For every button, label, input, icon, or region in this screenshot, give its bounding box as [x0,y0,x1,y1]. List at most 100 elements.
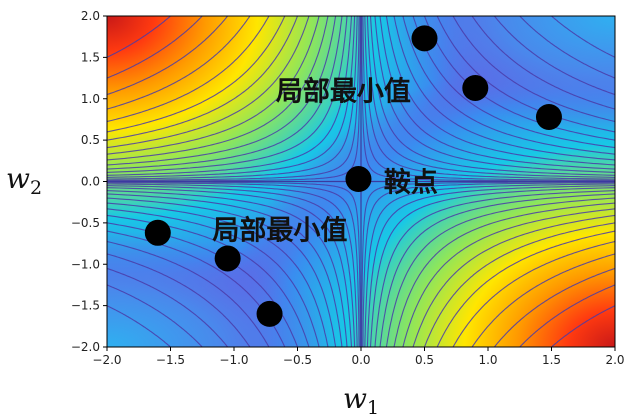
y-axis-label: w2 [6,162,42,199]
contour-lines [107,16,615,347]
contour-line [379,16,615,170]
contour-line [107,16,299,141]
contour-line [107,267,229,347]
y-tick-label: 0.5 [81,133,100,147]
contour-line [107,16,358,180]
contour-line [107,16,203,79]
x-tick-label: 0.0 [351,353,370,367]
x-tick-label: 2.0 [605,353,624,367]
contour-line [361,16,615,182]
tick-marks: −2.0 −1.5 −1.0 −0.5 0.0 0.5 1.0 1.5 2.0 2.0 1.5 1.0… [71,9,625,367]
contour-line [393,202,615,347]
point-marker [535,103,562,130]
contour-line [471,253,615,347]
contour-line [107,16,286,133]
contour-line [379,193,615,347]
contour-line [107,16,329,161]
x-tick-label: −0.5 [283,353,312,367]
contour-line [364,183,615,347]
contour-line [452,16,615,123]
contour-line [107,16,229,96]
contour-line [107,190,348,347]
contour-line [107,16,353,176]
point-marker [345,166,372,193]
point-marker [462,74,489,101]
contour-line [550,305,615,347]
contour-line [436,16,615,133]
contour-line [107,16,360,181]
contour-line [362,182,615,347]
y-tick-label: 2.0 [81,9,100,23]
y-tick-label: 1.0 [81,92,100,106]
y-tick-label: −1.5 [71,299,100,313]
contour-line [107,197,337,347]
contour-line [519,284,615,347]
data-points [144,25,562,327]
x-axis-label: w1 [343,382,379,417]
x-tick-label: −1.5 [156,353,185,367]
contour-line [493,16,615,96]
contour-line [107,16,343,170]
contour-line [369,187,615,347]
contour-line [366,185,615,347]
y-tick-label: −1.0 [71,257,100,271]
contour-line [107,202,329,347]
contour-line [369,16,615,176]
contour-line [107,16,337,166]
contour-line [364,16,615,180]
contour-line [402,16,615,155]
contour-line [107,208,320,347]
y-tick-label: −2.0 [71,340,100,354]
y-tick-label: 1.5 [81,50,100,64]
contour-line [550,16,615,58]
x-tick-label: 1.5 [542,353,561,367]
contour-line [107,16,172,58]
contour-line [107,16,356,178]
point-marker [256,300,283,327]
contour-line [107,183,358,347]
annotation-label: 局部最小值 [276,75,411,107]
contour-line [107,240,270,347]
contour-line [423,222,615,347]
x-tick-label: 1.0 [478,353,497,367]
contour-line [107,284,203,347]
x-tick-label: −1.0 [219,353,248,367]
contour-line [393,16,615,161]
contour-line [366,16,615,178]
y-tick-label: 0.0 [81,175,100,189]
contour-line [452,240,615,347]
annotation-label: 局部最小值 [212,214,347,246]
contour-line [519,16,615,79]
contour-line [471,16,615,110]
contour-line [362,16,615,181]
contour-line [107,193,343,347]
contour-line [107,16,361,182]
y-tick-label: −0.5 [71,216,100,230]
contour-line [412,214,615,347]
contour-line [493,267,615,347]
contour-line [107,16,270,123]
contour-line [107,305,172,347]
contour-line [107,16,320,155]
contour-line [374,16,615,173]
point-marker [214,245,241,272]
contour-line [436,230,615,347]
contour-line [385,197,615,347]
contour-line [107,185,356,347]
contour-line [361,181,615,347]
contour-line [107,187,353,347]
contour-line [107,16,348,173]
contour-line [374,190,615,347]
contour-line [107,253,251,347]
annotation-label: 鞍点 [384,167,438,199]
contour-line [385,16,615,166]
contour-line [107,16,310,149]
contour-line [107,181,361,347]
point-marker [411,25,438,52]
x-tick-label: 0.5 [415,353,434,367]
x-tick-label: −2.0 [92,353,121,367]
point-marker [144,219,171,246]
contour-line [107,182,360,347]
